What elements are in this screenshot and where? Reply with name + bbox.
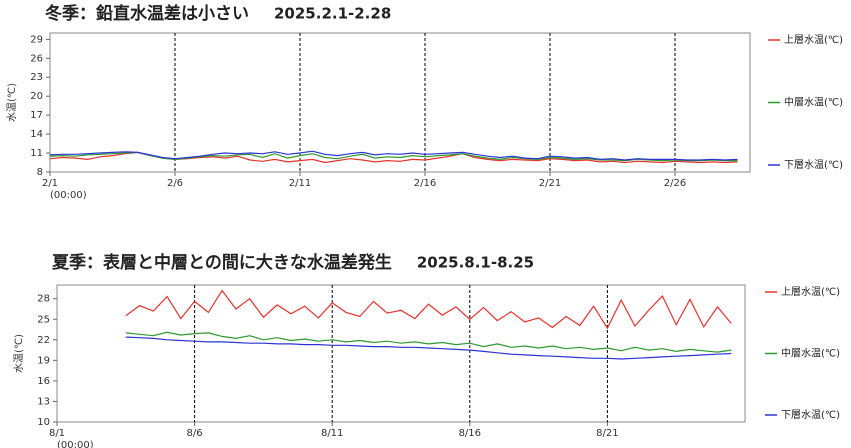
y-tick-label: 28 xyxy=(37,294,50,305)
y-tick-label: 26 xyxy=(30,53,43,64)
y-tick-label: 14 xyxy=(30,129,43,140)
data-line xyxy=(49,150,738,161)
y-tick-label: 10 xyxy=(37,417,50,428)
y-tick-label: 23 xyxy=(30,72,43,83)
y-axis-label: 水温(℃) xyxy=(6,83,18,122)
y-tick-label: 29 xyxy=(30,34,43,45)
y-tick-label: 16 xyxy=(37,376,50,387)
x-tick-label: 8/16 xyxy=(459,428,481,439)
y-tick-label: 20 xyxy=(30,91,43,102)
data-line xyxy=(49,151,738,162)
legend-label: 上層水温(℃) xyxy=(781,286,840,298)
plot-frame xyxy=(56,284,746,423)
data-line xyxy=(125,289,732,330)
x-tick-label: 8/21 xyxy=(596,428,618,439)
legend-label: 上層水温(℃) xyxy=(784,34,843,46)
legend-label: 下層水温(℃) xyxy=(781,409,840,421)
y-tick-label: 17 xyxy=(30,110,43,121)
chart-title: 夏季：表層と中層との間に大きな水温差発生 xyxy=(52,252,392,273)
chart-period: 2025.2.1-2.28 xyxy=(274,5,391,23)
y-tick-label: 8 xyxy=(37,167,43,178)
x-tick-label: 2/26 xyxy=(664,178,686,189)
x-tick-label: 8/1 xyxy=(49,428,65,439)
x-tick-label: 8/11 xyxy=(321,428,343,439)
y-tick-label: 13 xyxy=(37,396,50,407)
legend-label: 下層水温(℃) xyxy=(784,159,843,171)
x-start-time: (00:00) xyxy=(57,440,94,448)
data-line xyxy=(125,336,732,360)
y-tick-label: 11 xyxy=(30,148,43,159)
y-tick-label: 19 xyxy=(37,355,50,366)
x-tick-label: 2/6 xyxy=(167,178,183,189)
y-tick-label: 22 xyxy=(37,335,50,346)
legend-label: 中層水温(℃) xyxy=(781,347,840,360)
y-axis-label: 水温(℃) xyxy=(13,334,25,373)
x-tick-label: 8/6 xyxy=(187,428,203,439)
x-tick-label: 2/1 xyxy=(42,178,58,189)
plot-frame xyxy=(49,32,751,173)
x-tick-label: 2/16 xyxy=(414,178,436,189)
x-start-time: (00:00) xyxy=(50,190,87,201)
chart-period: 2025.8.1-8.25 xyxy=(417,254,534,272)
chart-title: 冬季：鉛直水温差は小さい xyxy=(45,3,249,24)
legend-label: 中層水温(℃) xyxy=(784,96,843,109)
data-line xyxy=(125,331,732,353)
x-tick-label: 2/11 xyxy=(289,178,311,189)
y-tick-label: 25 xyxy=(37,314,50,325)
x-tick-label: 2/21 xyxy=(539,178,561,189)
